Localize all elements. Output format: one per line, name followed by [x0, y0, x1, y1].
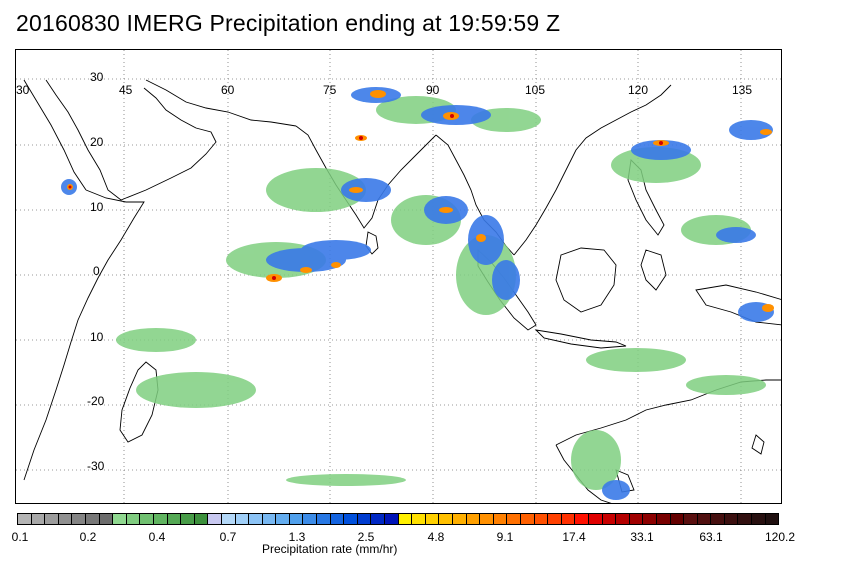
lat-label: 0 [93, 264, 100, 278]
colorbar-cell [643, 514, 657, 524]
colorbar-cell [235, 514, 250, 524]
colorbar-cell [738, 514, 753, 524]
lat-label: 20 [90, 135, 104, 149]
colorbar-title: Precipitation rate (mm/hr) [262, 542, 398, 556]
colorbar-cell [629, 514, 644, 524]
colorbar-tick-label: 0.1 [11, 530, 29, 544]
colorbar-tick-label: 63.1 [699, 530, 723, 544]
colorbar-cell [466, 514, 481, 524]
colorbar-cell [167, 514, 182, 524]
lon-label: 105 [525, 83, 546, 97]
colorbar-cell [221, 514, 236, 524]
colorbar-cell [493, 514, 508, 524]
colorbar-cell [18, 514, 32, 524]
colorbar-cell [507, 514, 521, 524]
colorbar-cell [724, 514, 739, 524]
colorbar-cell [684, 514, 698, 524]
colorbar-cell [480, 514, 494, 524]
colorbar-cell [765, 514, 779, 524]
precip-intense [67, 90, 774, 312]
colorbar-cell [371, 514, 386, 524]
colorbar-cell [534, 514, 549, 524]
colorbar-cell [99, 514, 114, 524]
colorbar-cell [412, 514, 426, 524]
colorbar-cell [45, 514, 59, 524]
lon-label: 45 [119, 83, 133, 97]
lat-gridlines [16, 78, 781, 471]
colorbar-cell [548, 514, 562, 524]
colorbar-tick-label: 120.2 [764, 530, 796, 544]
colorbar-cell [453, 514, 467, 524]
colorbar-tick-label: 1.3 [288, 530, 306, 544]
colorbar-cell [670, 514, 685, 524]
colorbar-cell [181, 514, 195, 524]
colorbar-cell [588, 514, 603, 524]
lon-label: 90 [426, 83, 440, 97]
colorbar-cell [262, 514, 277, 524]
colorbar-cell [425, 514, 440, 524]
colorbar-cell [398, 514, 413, 524]
colorbar-cell [140, 514, 154, 524]
lat-label: 30 [90, 70, 104, 84]
colorbar-cell [276, 514, 290, 524]
lon-label: 75 [323, 83, 337, 97]
precipitation-colorbar [17, 513, 779, 525]
colorbar-cell [303, 514, 318, 524]
colorbar-cell [439, 514, 453, 524]
colorbar-cell [194, 514, 209, 524]
colorbar-cell [711, 514, 725, 524]
colorbar-cell [58, 514, 73, 524]
colorbar-cell [357, 514, 372, 524]
colorbar-tick-label: 9.1 [496, 530, 514, 544]
colorbar-cell [344, 514, 358, 524]
colorbar-cell [85, 514, 100, 524]
colorbar-tick-label: 0.7 [219, 530, 237, 544]
colorbar-cell [330, 514, 345, 524]
colorbar-cell [153, 514, 168, 524]
colorbar-tick-label: 4.8 [427, 530, 445, 544]
precip-extreme [68, 114, 663, 280]
precipitation-map: 30 45 60 75 90 105 120 135 30 20 10 0 10… [15, 49, 782, 504]
colorbar-cell [656, 514, 671, 524]
colorbar-cell [602, 514, 617, 524]
map-canvas [16, 50, 781, 503]
lon-label: 135 [732, 83, 753, 97]
colorbar-cell [575, 514, 589, 524]
coastlines [23, 79, 781, 503]
colorbar-cell [113, 514, 127, 524]
colorbar-tick-label: 2.5 [357, 530, 375, 544]
precip-blue [61, 87, 774, 500]
lon-label: 120 [628, 83, 649, 97]
lat-label: 10 [90, 200, 104, 214]
lon-label: 60 [221, 83, 235, 97]
colorbar-cell [385, 514, 399, 524]
colorbar-tick-label: 33.1 [630, 530, 654, 544]
lon-label: 30 [16, 83, 30, 97]
colorbar-cell [697, 514, 712, 524]
colorbar-cell [616, 514, 630, 524]
colorbar-cell [126, 514, 141, 524]
colorbar-cell [520, 514, 535, 524]
colorbar-cell [72, 514, 86, 524]
colorbar-cell [561, 514, 576, 524]
lat-label: 10 [90, 330, 104, 344]
lat-label: -30 [87, 459, 105, 473]
map-title: 20160830 IMERG Precipitation ending at 1… [16, 10, 561, 36]
colorbar-cell [317, 514, 331, 524]
colorbar-tick-label: 0.2 [79, 530, 97, 544]
colorbar-cell [752, 514, 766, 524]
colorbar-tick-label: 0.4 [148, 530, 166, 544]
colorbar-cell [249, 514, 263, 524]
colorbar-cell [208, 514, 222, 524]
colorbar-tick-label: 17.4 [562, 530, 586, 544]
colorbar-cell [31, 514, 46, 524]
lat-label: -20 [87, 394, 105, 408]
colorbar-cell [289, 514, 304, 524]
